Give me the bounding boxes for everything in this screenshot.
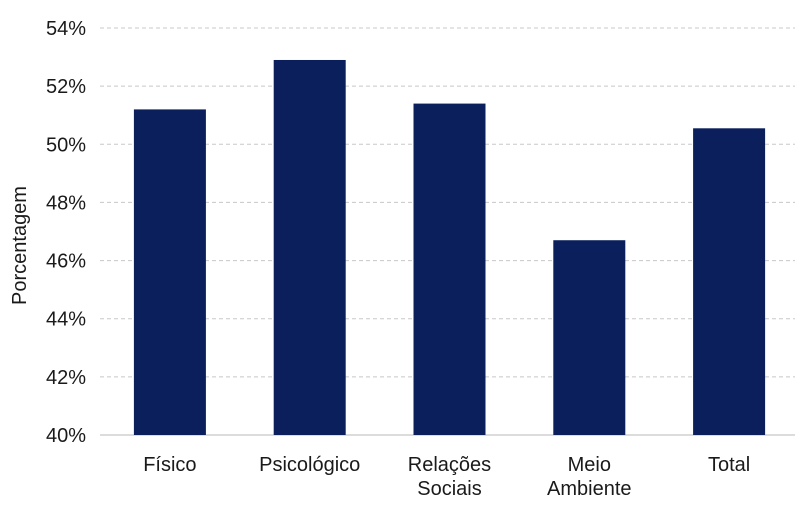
- x-tick-label-line: Psicológico: [259, 454, 360, 476]
- bar: [413, 103, 486, 435]
- x-tick-label: Meio Ambiente: [547, 454, 632, 500]
- y-ticks: 40% 42% 44% 46% 48% 50% 52% 54%: [46, 18, 86, 447]
- y-tick-label: 42%: [46, 367, 86, 389]
- x-tick-label-line: Meio: [568, 454, 611, 476]
- bars: [133, 59, 766, 436]
- x-tick-label: Físico: [143, 454, 196, 476]
- bar: [693, 128, 766, 435]
- y-tick-label: 46%: [46, 251, 86, 273]
- y-tick-label: 50%: [46, 134, 86, 156]
- x-tick-label-line: Relações: [408, 454, 491, 476]
- x-tick-label: Total: [708, 454, 750, 476]
- x-tick-label-line: Ambiente: [547, 478, 632, 500]
- x-tick-label-line: Total: [708, 454, 750, 476]
- x-tick-label: Relações Sociais: [408, 454, 491, 500]
- bar: [553, 240, 626, 435]
- x-ticks: Físico Psicológico Relações Sociais Meio Ambi…: [143, 454, 750, 500]
- x-tick-label: Psicológico: [259, 454, 360, 476]
- x-tick-label-line: Físico: [143, 454, 196, 476]
- bar: [273, 59, 346, 435]
- y-tick-label: 40%: [46, 425, 86, 447]
- y-axis-label: Porcentagem: [9, 186, 31, 305]
- y-tick-label: 54%: [46, 18, 86, 40]
- bar: [133, 109, 206, 436]
- x-tick-label-line: Sociais: [417, 478, 481, 500]
- y-tick-label: 52%: [46, 76, 86, 98]
- y-tick-label: 48%: [46, 192, 86, 214]
- y-tick-label: 44%: [46, 309, 86, 331]
